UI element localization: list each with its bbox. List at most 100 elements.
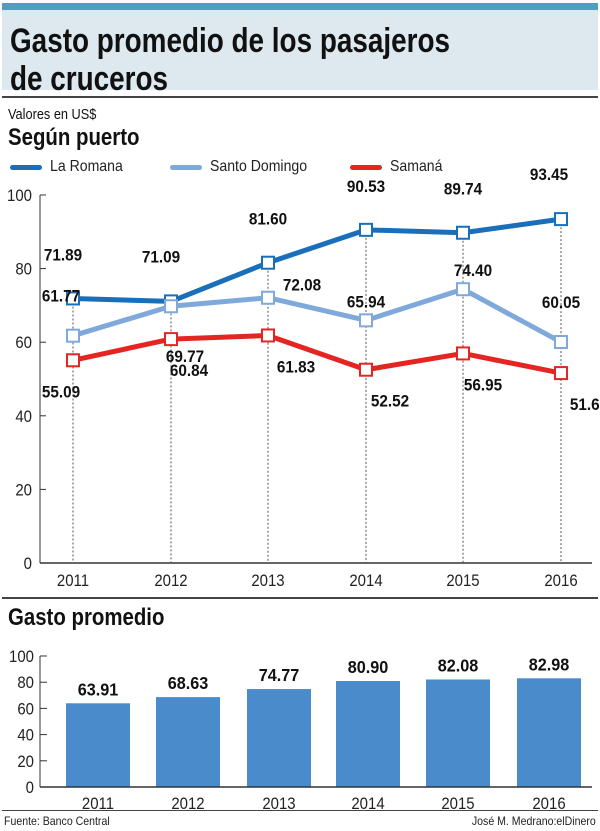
data-point-marker bbox=[261, 290, 275, 305]
title-line-2: de cruceros bbox=[10, 60, 169, 98]
y-tick-label: 0 bbox=[24, 555, 32, 573]
x-tick-label: 2015 bbox=[446, 572, 479, 590]
title-box: Gasto promedio de los pasajeros de cruce… bbox=[2, 10, 598, 98]
data-point-marker bbox=[164, 332, 178, 347]
bar-value-label: 74.77 bbox=[259, 665, 300, 685]
x-tick-label: 2016 bbox=[544, 572, 577, 590]
x-tick-label: 2013 bbox=[262, 795, 295, 813]
data-point-marker bbox=[554, 335, 568, 350]
divider bbox=[2, 96, 598, 98]
legend-item-santo-domingo: Santo Domingo bbox=[170, 158, 320, 176]
bar-value-label: 80.90 bbox=[348, 657, 389, 677]
bar bbox=[66, 703, 130, 787]
bar-chart-title: Gasto promedio bbox=[8, 604, 165, 631]
bar bbox=[156, 697, 220, 787]
x-tick-label: 2014 bbox=[351, 795, 384, 813]
data-point-marker bbox=[66, 328, 80, 343]
data-label: 55.09 bbox=[42, 383, 80, 402]
divider bbox=[2, 810, 598, 811]
data-point-marker bbox=[456, 346, 470, 361]
data-point-marker bbox=[66, 353, 80, 368]
data-point-marker bbox=[359, 362, 373, 377]
x-tick-label: 2011 bbox=[57, 572, 89, 590]
y-tick-label: 80 bbox=[17, 674, 34, 692]
data-label: 56.95 bbox=[464, 376, 502, 395]
data-label: 93.45 bbox=[530, 165, 568, 184]
credit-note: José M. Medrano:elDinero bbox=[472, 814, 596, 828]
data-point-marker bbox=[66, 291, 80, 306]
data-label: 81.60 bbox=[249, 210, 287, 229]
data-point-marker bbox=[359, 313, 373, 328]
legend-swatch bbox=[350, 164, 382, 170]
legend-label: Samaná bbox=[390, 158, 443, 175]
divider bbox=[2, 597, 598, 599]
y-tick-label: 40 bbox=[15, 408, 32, 426]
data-label: 60.05 bbox=[542, 293, 580, 312]
page-title: Gasto promedio de los pasajeros de cruce… bbox=[10, 22, 568, 98]
y-tick-label: 100 bbox=[9, 648, 34, 666]
bar bbox=[247, 689, 311, 787]
data-label: 89.74 bbox=[444, 180, 482, 199]
data-label: 52.52 bbox=[371, 392, 409, 411]
bar-value-label: 68.63 bbox=[168, 673, 209, 693]
data-point-marker bbox=[261, 328, 275, 343]
data-label: 51.61 bbox=[570, 395, 600, 414]
header-accent-bar bbox=[2, 3, 598, 10]
x-tick-label: 2014 bbox=[349, 572, 382, 590]
data-label: 71.89 bbox=[44, 246, 82, 265]
data-point-marker bbox=[456, 225, 470, 240]
bar bbox=[517, 678, 581, 787]
source-note: Fuente: Banco Central bbox=[4, 814, 110, 828]
data-point-marker bbox=[554, 366, 568, 381]
line-chart: 0 20 40 60 80 100 2011 2012 2013 2014 2015 2016 71.8… bbox=[7, 165, 600, 590]
series-line-0 bbox=[72, 216, 562, 304]
data-point-marker bbox=[164, 299, 178, 314]
x-tick-label: 2011 bbox=[82, 795, 114, 813]
y-tick-label: 60 bbox=[15, 334, 32, 352]
data-label: 61.77 bbox=[42, 287, 80, 306]
line-chart-title: Según puerto bbox=[8, 124, 140, 151]
data-label: 69.77 bbox=[166, 348, 204, 367]
legend-item-la-romana: La Romana bbox=[10, 158, 133, 176]
bar bbox=[336, 681, 400, 787]
series-line-2 bbox=[72, 332, 562, 376]
y-tick-label: 60 bbox=[17, 701, 34, 719]
bar-value-label: 82.98 bbox=[529, 655, 570, 675]
units-label: Valores en US$ bbox=[8, 106, 97, 123]
series-line-1 bbox=[72, 286, 563, 345]
data-label: 71.09 bbox=[142, 248, 180, 267]
y-tick-label: 20 bbox=[17, 753, 34, 771]
title-line-1: Gasto promedio de los pasajeros bbox=[10, 22, 451, 60]
y-tick-label: 80 bbox=[15, 261, 32, 279]
legend-item-samana: Samaná bbox=[350, 158, 450, 176]
data-label: 72.08 bbox=[283, 276, 321, 295]
legend-label: Santo Domingo bbox=[210, 158, 308, 175]
data-label: 90.53 bbox=[347, 177, 385, 196]
y-tick-label: 100 bbox=[7, 187, 32, 205]
data-point-marker bbox=[456, 282, 470, 297]
data-point-marker bbox=[359, 222, 373, 237]
x-tick-label: 2015 bbox=[441, 795, 474, 813]
data-label: 65.94 bbox=[347, 293, 385, 312]
bar-value-label: 63.91 bbox=[78, 680, 119, 700]
legend-label: La Romana bbox=[50, 158, 123, 175]
y-tick-label: 40 bbox=[17, 727, 34, 745]
bar-value-label: 82.08 bbox=[438, 656, 479, 676]
x-tick-label: 2013 bbox=[251, 572, 284, 590]
x-tick-label: 2016 bbox=[532, 795, 565, 813]
data-point-marker bbox=[554, 212, 568, 227]
bar bbox=[426, 679, 490, 787]
legend: La Romana Santo Domingo Samaná bbox=[8, 158, 568, 178]
y-tick-label: 20 bbox=[15, 482, 32, 500]
legend-swatch bbox=[170, 164, 202, 170]
legend-swatch bbox=[10, 164, 42, 170]
x-tick-label: 2012 bbox=[154, 572, 187, 590]
data-label: 74.40 bbox=[454, 261, 492, 280]
data-point-marker bbox=[261, 255, 275, 270]
x-tick-label: 2012 bbox=[171, 795, 204, 813]
data-label: 61.83 bbox=[277, 358, 315, 377]
data-label: 60.84 bbox=[170, 361, 208, 380]
y-tick-label: 0 bbox=[26, 779, 34, 797]
